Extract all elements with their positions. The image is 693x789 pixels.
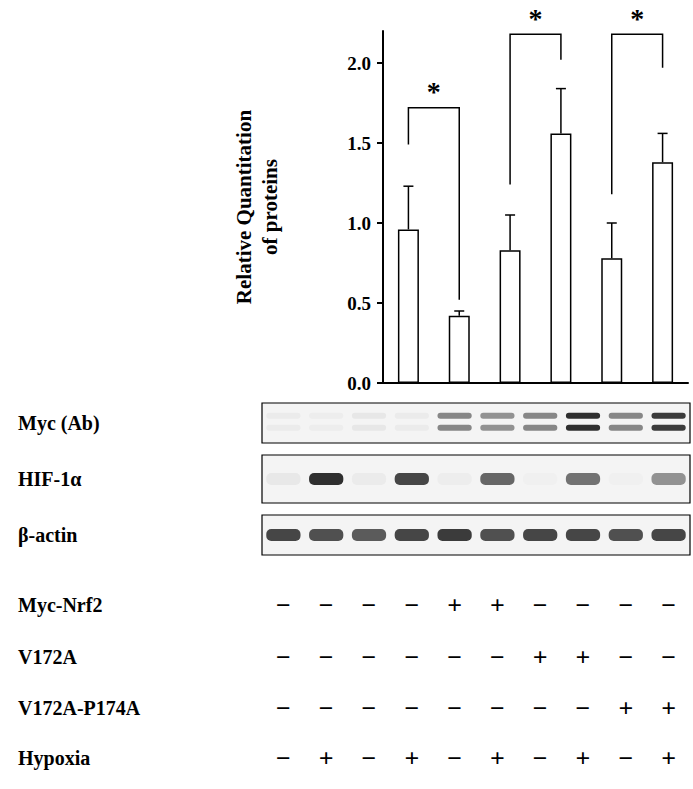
svg-text:Myc (Ab): Myc (Ab): [18, 412, 100, 435]
svg-text:−: −: [576, 591, 591, 620]
svg-text:−: −: [276, 694, 291, 723]
svg-text:−: −: [276, 591, 291, 620]
svg-text:−: −: [362, 744, 377, 773]
svg-text:Relative Quantitation: Relative Quantitation: [232, 110, 256, 305]
svg-text:+: +: [319, 744, 334, 773]
svg-text:of proteins: of proteins: [258, 159, 282, 255]
svg-text:+: +: [533, 643, 548, 672]
svg-text:*: *: [630, 3, 644, 34]
svg-text:Myc-Nrf2: Myc-Nrf2: [18, 594, 102, 617]
svg-text:1.0: 1.0: [347, 213, 371, 234]
svg-text:−: −: [319, 694, 334, 723]
svg-text:Hypoxia: Hypoxia: [18, 747, 90, 770]
svg-text:*: *: [427, 76, 441, 107]
svg-text:−: −: [533, 694, 548, 723]
svg-text:−: −: [618, 591, 633, 620]
svg-text:−: −: [404, 591, 419, 620]
svg-text:−: −: [362, 694, 377, 723]
svg-text:−: −: [533, 744, 548, 773]
svg-text:+: +: [447, 591, 462, 620]
svg-text:−: −: [447, 694, 462, 723]
svg-text:−: −: [404, 643, 419, 672]
svg-text:−: −: [319, 591, 334, 620]
svg-text:−: −: [661, 591, 676, 620]
svg-text:−: −: [490, 643, 505, 672]
svg-text:V172A-P174A: V172A-P174A: [18, 697, 141, 719]
svg-text:1.5: 1.5: [347, 133, 371, 154]
svg-text:−: −: [447, 744, 462, 773]
svg-text:−: −: [533, 591, 548, 620]
svg-text:*: *: [529, 3, 543, 34]
svg-text:2.0: 2.0: [347, 53, 371, 74]
svg-text:β-actin: β-actin: [18, 524, 77, 547]
svg-text:+: +: [576, 744, 591, 773]
svg-text:−: −: [276, 744, 291, 773]
svg-text:HIF-1α: HIF-1α: [18, 468, 81, 490]
svg-text:+: +: [661, 694, 676, 723]
svg-text:+: +: [490, 744, 505, 773]
svg-text:−: −: [618, 744, 633, 773]
svg-text:−: −: [447, 643, 462, 672]
svg-text:+: +: [576, 643, 591, 672]
svg-text:+: +: [490, 591, 505, 620]
svg-text:−: −: [661, 643, 676, 672]
svg-text:+: +: [661, 744, 676, 773]
svg-text:−: −: [490, 694, 505, 723]
svg-text:−: −: [404, 694, 419, 723]
svg-text:−: −: [576, 694, 591, 723]
svg-text:−: −: [276, 643, 291, 672]
svg-text:−: −: [362, 643, 377, 672]
svg-text:−: −: [319, 643, 334, 672]
svg-text:V172A: V172A: [18, 646, 77, 668]
svg-text:−: −: [618, 643, 633, 672]
svg-text:+: +: [404, 744, 419, 773]
svg-text:+: +: [618, 694, 633, 723]
svg-text:0.0: 0.0: [347, 373, 371, 394]
svg-text:0.5: 0.5: [347, 293, 371, 314]
svg-text:−: −: [362, 591, 377, 620]
